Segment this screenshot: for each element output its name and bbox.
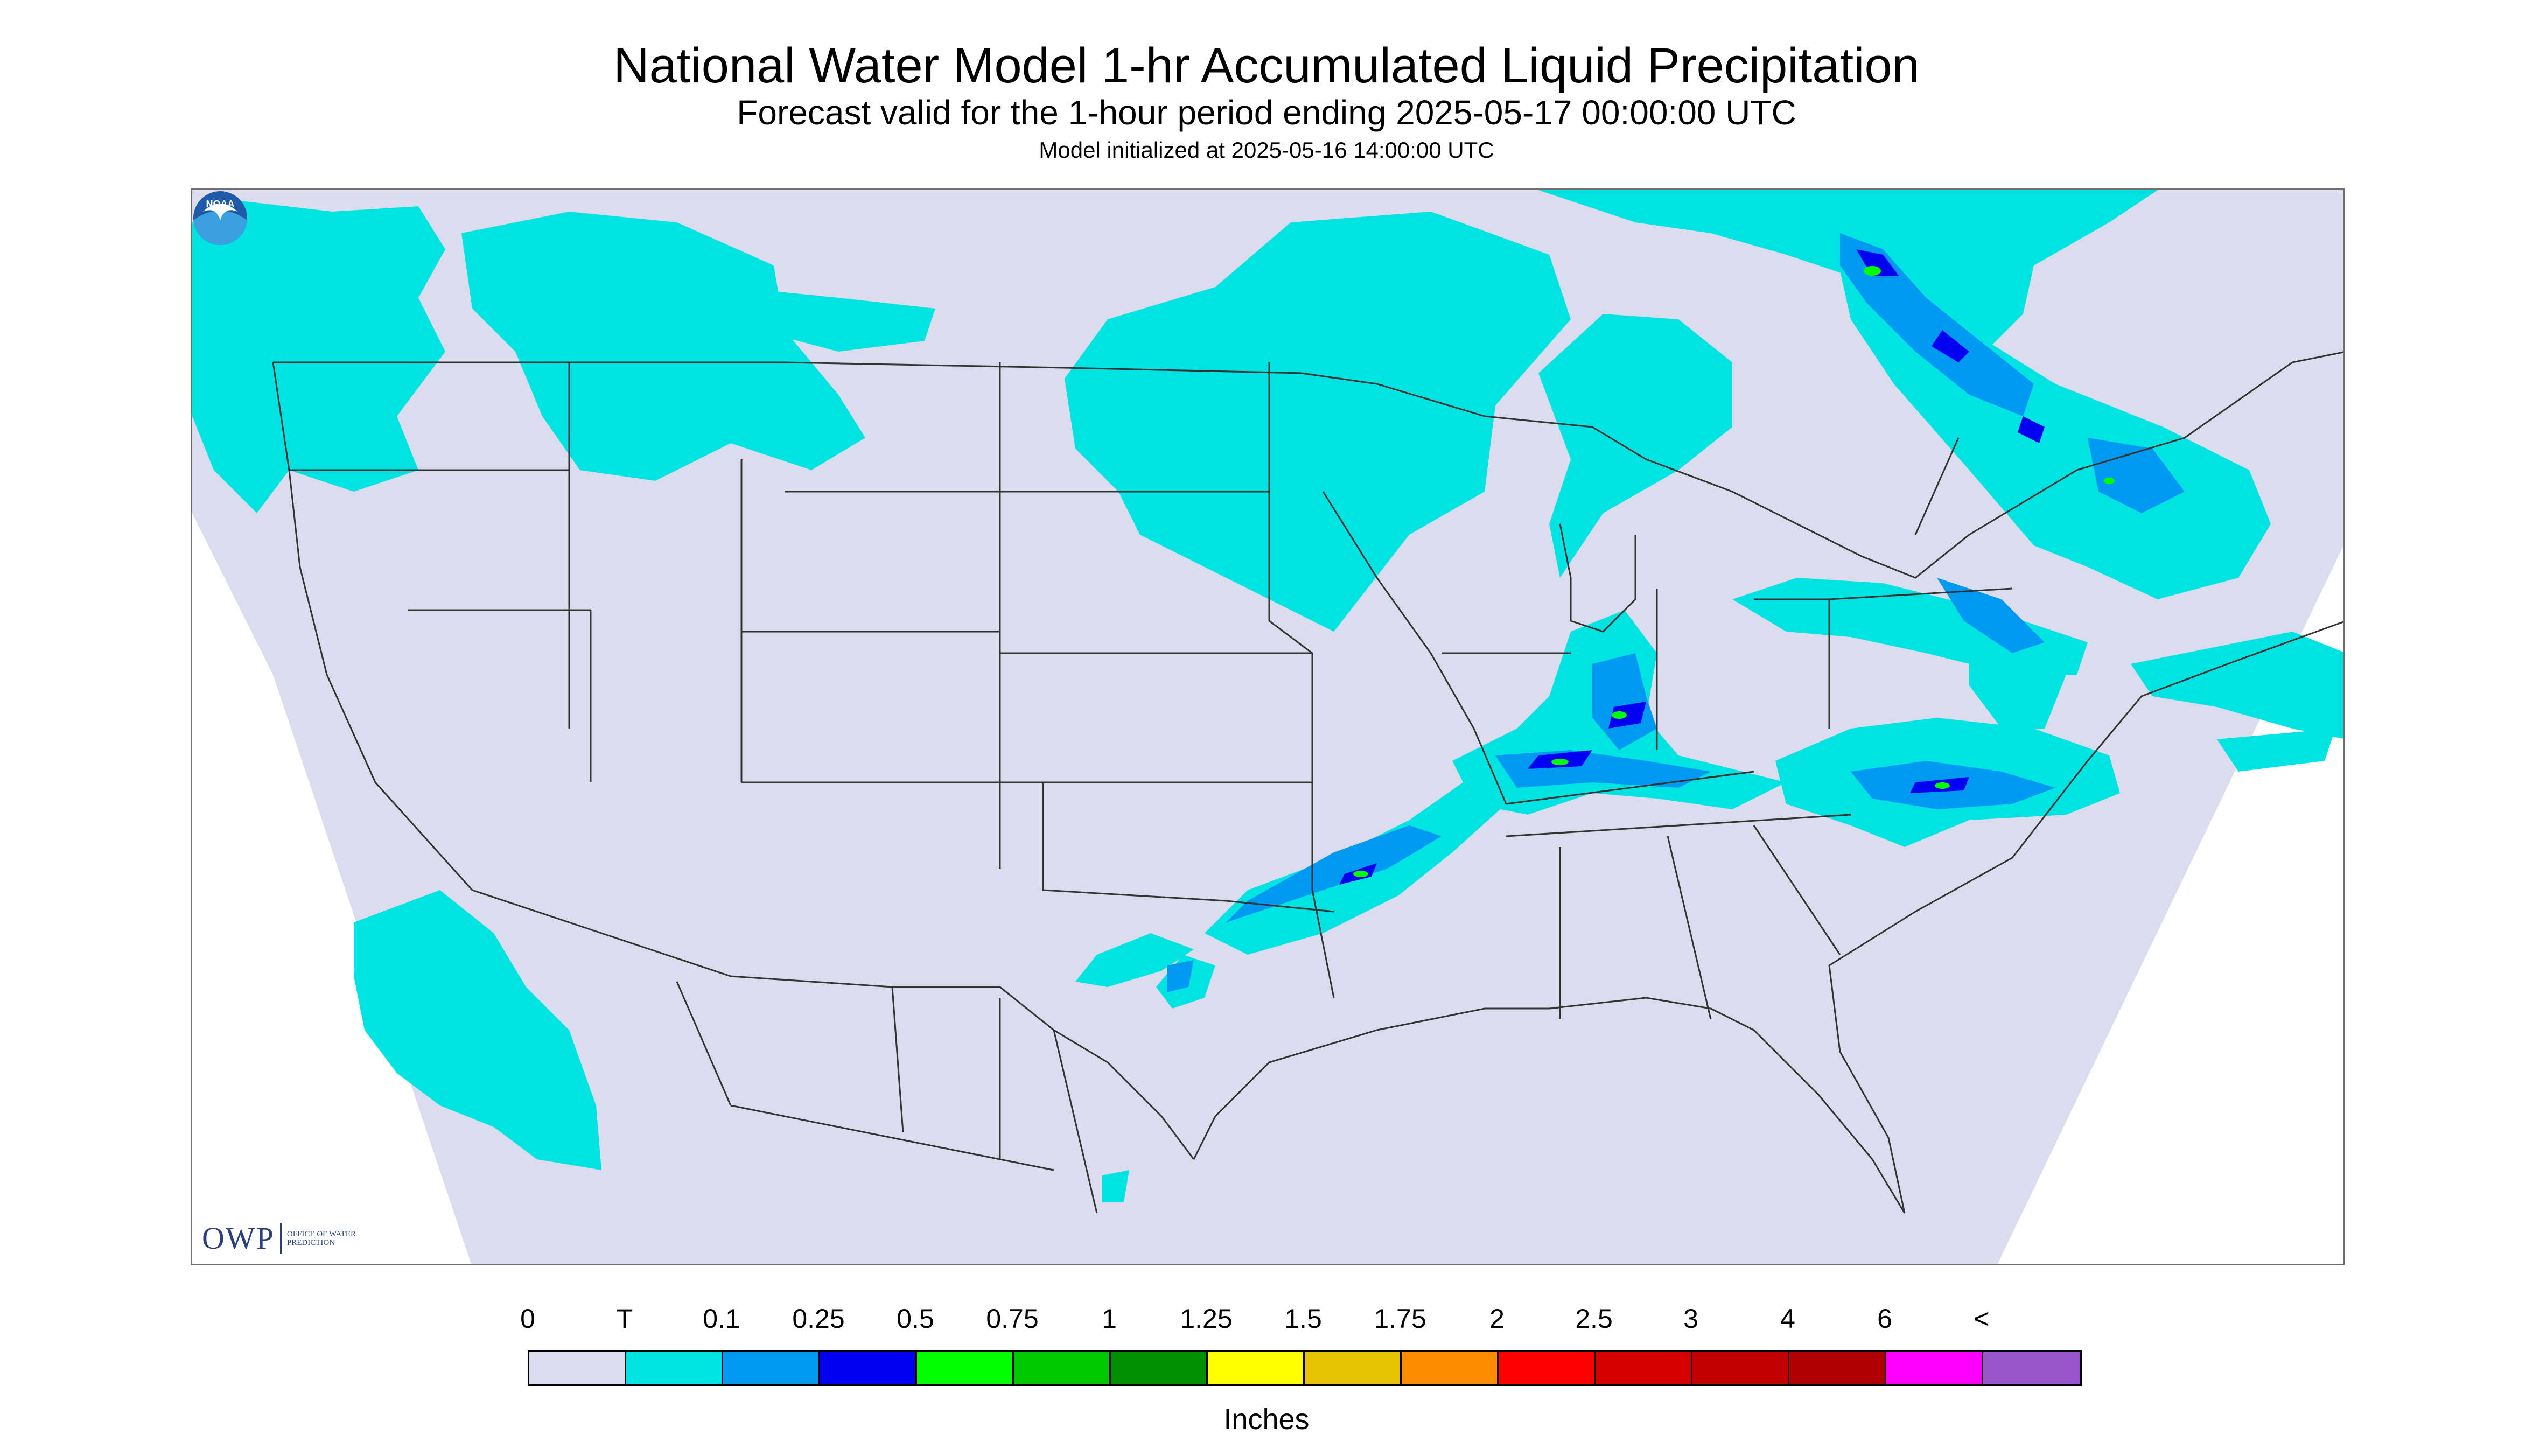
precip-area-great-lakes	[1538, 314, 1732, 578]
us-mexico-border	[601, 932, 1195, 1160]
precip-area-california-coast	[354, 890, 601, 1170]
legend-swatch	[626, 1352, 723, 1384]
legend-label: T	[616, 1304, 633, 1334]
chart-title: National Water Model 1-hr Accumulated Li…	[613, 38, 1920, 93]
model-initialized-note: Model initialized at 2025-05-16 14:00:00…	[1039, 137, 1494, 163]
legend-swatch	[917, 1352, 1014, 1384]
legend-label: <	[1974, 1304, 1990, 1334]
lake-michigan-shore	[1559, 523, 1636, 633]
legend-swatch	[723, 1352, 820, 1384]
legend-swatch	[1305, 1352, 1402, 1384]
mexico-states	[676, 981, 1098, 1214]
owp-logo-divider	[279, 1223, 282, 1254]
legend-swatch	[1692, 1352, 1789, 1384]
precip-area-texas-band	[1075, 933, 1194, 987]
political-boundaries	[272, 351, 2343, 1214]
legend-label: 0.5	[897, 1304, 934, 1334]
legend-label: 2.5	[1575, 1304, 1613, 1334]
legend-label: 6	[1877, 1304, 1892, 1334]
eastern-states	[1322, 437, 2013, 1020]
legend-label: 1.5	[1284, 1304, 1322, 1334]
legend-swatch	[1111, 1352, 1208, 1384]
legend-label: 1.25	[1180, 1304, 1233, 1334]
gulf-coast	[1193, 997, 1906, 1214]
legend-swatch	[1014, 1352, 1111, 1384]
precip-area-pacific-northwest	[192, 201, 445, 513]
legend-swatch	[529, 1352, 626, 1384]
legend-label: 2	[1489, 1304, 1505, 1334]
heavy-precip-layer	[1353, 266, 2115, 877]
precip-area-atlantic-cells	[2217, 729, 2335, 772]
precip-area-northern-rockies	[461, 212, 865, 481]
owp-logo: OWP OFFICE OF WATER PREDICTION	[202, 1220, 362, 1256]
legend-label: 0	[520, 1304, 535, 1334]
legend-units: Inches	[1223, 1403, 1310, 1436]
precip-area-upper-midwest	[1065, 212, 1571, 632]
legend-label: 1.75	[1374, 1304, 1426, 1334]
map-canvas	[192, 190, 2343, 1264]
legend-labels: 0 T 0.1 0.25 0.5 0.75 1 1.25 1.5 1.75 2 2.5 3 4 6 <	[0, 1303, 2533, 1341]
forecast-valid-subtitle: Forecast valid for the 1-hour period end…	[737, 93, 1796, 132]
us-canada-border	[273, 361, 1485, 417]
legend-label: 1	[1102, 1304, 1117, 1334]
owp-logo-text: OWP	[202, 1221, 275, 1256]
legend-swatch	[1886, 1352, 1983, 1384]
precip-area-atlantic-offshore	[2131, 632, 2343, 739]
legend-swatch	[1402, 1352, 1499, 1384]
legend-label: 0.25	[792, 1304, 845, 1334]
legend-swatch	[1499, 1352, 1596, 1384]
western-states	[289, 362, 1226, 869]
legend-swatch	[1789, 1352, 1886, 1384]
model-domain	[192, 190, 2343, 1264]
precip-area-mexico-spot	[1102, 1170, 1129, 1202]
owp-logo-subtext: OFFICE OF WATER PREDICTION	[286, 1229, 356, 1247]
great-lakes-shoreline	[1484, 351, 2343, 579]
noaa-logo: NOAA	[193, 191, 247, 245]
precip-area-montana-patches	[731, 287, 935, 352]
legend-swatch	[1596, 1352, 1692, 1384]
legend-label: 4	[1780, 1304, 1795, 1334]
atlantic-coast	[1828, 621, 2343, 1214]
noaa-logo-text: NOAA	[206, 199, 235, 209]
legend-color-bar	[528, 1350, 2082, 1386]
legend-label: 3	[1683, 1304, 1698, 1334]
legend-swatch	[1208, 1352, 1305, 1384]
legend-label: 0.1	[703, 1304, 740, 1334]
legend-label: 0.75	[986, 1304, 1039, 1334]
central-states	[1000, 362, 1335, 998]
precipitation-map: OWP OFFICE OF WATER PREDICTION NOAA	[191, 188, 2345, 1265]
legend-swatch	[1983, 1352, 2080, 1384]
legend-swatch	[820, 1352, 917, 1384]
